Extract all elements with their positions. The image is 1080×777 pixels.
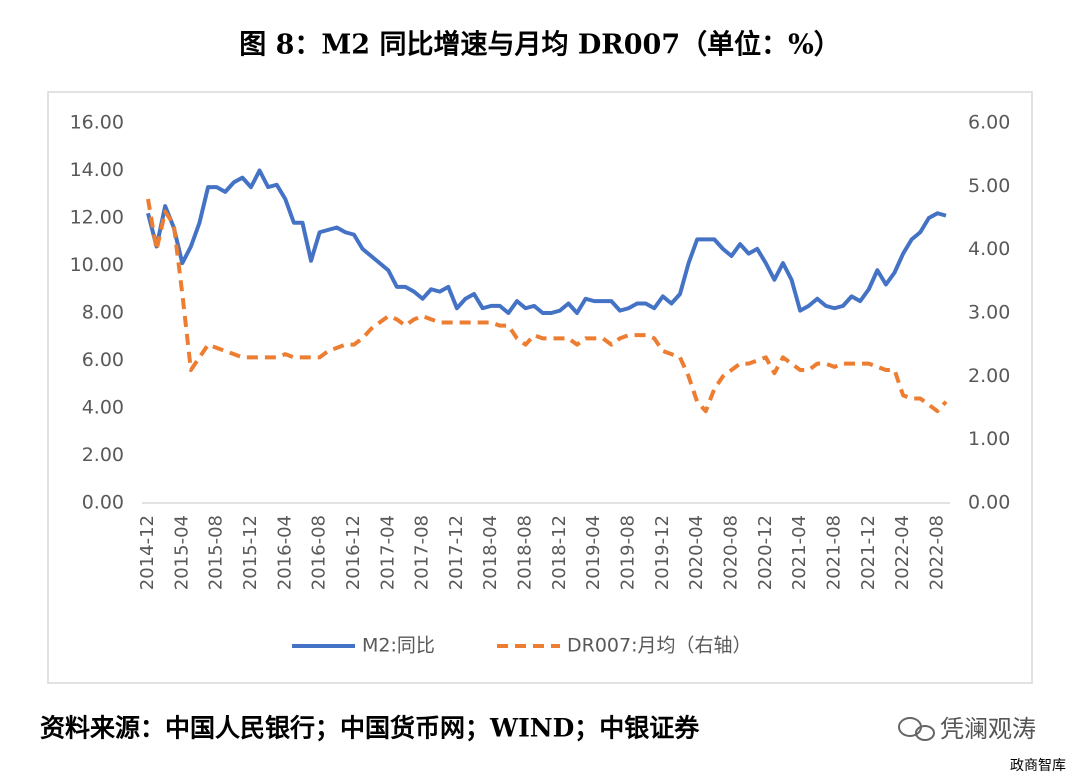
y2-tick-label: 1.00 [968, 428, 1010, 450]
x-tick-label: 2021-08 [823, 515, 844, 590]
x-tick-label: 2017-04 [377, 515, 398, 590]
x-tick-label: 2021-12 [858, 515, 879, 590]
x-tick-label: 2020-04 [686, 515, 707, 590]
x-tick-label: 2015-08 [206, 515, 227, 590]
y-tick-label: 0.00 [82, 492, 124, 514]
x-tick-label: 2020-12 [755, 515, 776, 590]
x-tick-label: 2020-08 [720, 515, 741, 590]
x-tick-label: 2019-12 [652, 515, 673, 590]
chart-frame [47, 91, 1033, 684]
x-tick-label: 2018-04 [480, 515, 501, 590]
y2-tick-label: 3.00 [968, 302, 1010, 324]
x-tick-label: 2017-08 [412, 515, 433, 590]
source-note: 资料来源：中国人民银行；中国货币网；WIND；中银证券 [40, 714, 700, 743]
x-tick-label: 2018-08 [515, 515, 536, 590]
corner-mark: 政商智库 [1010, 758, 1066, 774]
x-tick-label: 2016-12 [343, 515, 364, 590]
y-tick-label: 8.00 [82, 302, 124, 324]
x-tick-label: 2016-08 [309, 515, 330, 590]
y-tick-label: 6.00 [82, 349, 124, 371]
x-tick-label: 2022-08 [926, 515, 947, 590]
x-tick-label: 2017-12 [446, 515, 467, 590]
x-tick-label: 2015-04 [171, 515, 192, 590]
plot: 0.00 2.00 4.00 6.00 8.00 10.00 12.00 14.00 16.00… [70, 112, 1011, 657]
y2-tick-label: 4.00 [968, 238, 1010, 260]
y2-tick-label: 5.00 [968, 175, 1010, 197]
y2-tick-label: 0.00 [968, 492, 1010, 514]
chart-title: 图 8：M2 同比增速与月均 DR007（单位：%） [239, 29, 841, 61]
x-tick-label: 2015-12 [240, 515, 261, 590]
y2-tick-label: 2.00 [968, 365, 1010, 387]
legend-label: DR007:月均（右轴） [567, 635, 752, 657]
series-line [146, 198, 948, 414]
watermark-icon [898, 717, 935, 741]
x-tick-label: 2014-12 [137, 515, 158, 590]
x-tick-label: 2019-04 [583, 515, 604, 590]
y-tick-label: 16.00 [70, 112, 124, 134]
legend-label: M2:同比 [362, 635, 435, 657]
x-tick-label: 2021-04 [789, 515, 810, 590]
y-tick-label: 14.00 [70, 159, 124, 181]
y-tick-label: 12.00 [70, 207, 124, 229]
x-tick-label: 2016-04 [274, 515, 295, 590]
x-tick-label: 2022-04 [892, 515, 913, 590]
y2-tick-label: 6.00 [968, 112, 1010, 134]
y-tick-label: 2.00 [82, 444, 124, 466]
series-line [146, 168, 947, 315]
x-tick-label: 2019-08 [618, 515, 639, 590]
x-tick-label: 2018-12 [549, 515, 570, 590]
y-tick-label: 10.00 [70, 254, 124, 276]
y-tick-label: 4.00 [82, 397, 124, 419]
watermark: 凭澜观涛 [940, 715, 1036, 743]
